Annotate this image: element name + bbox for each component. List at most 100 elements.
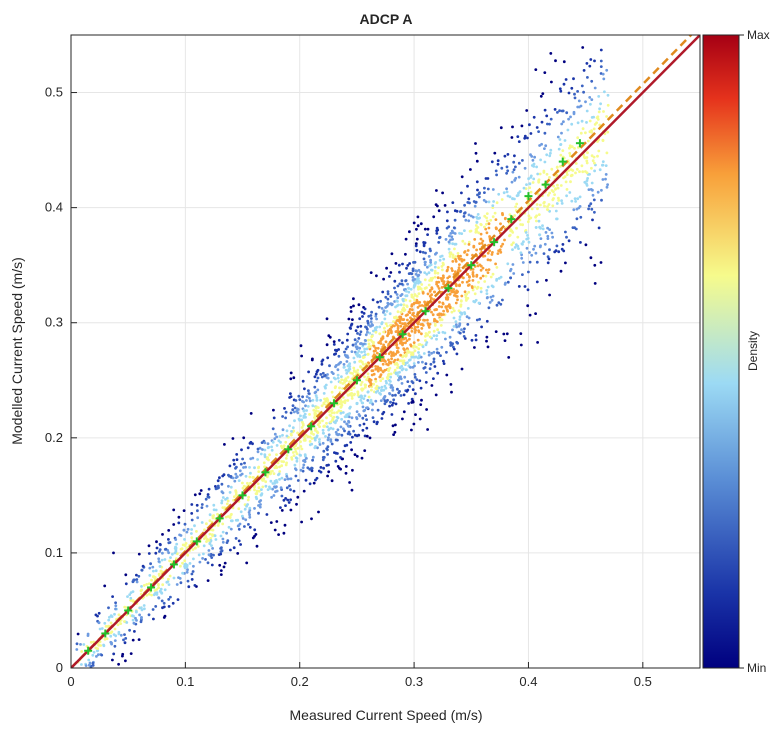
scatter-point [473,292,477,296]
scatter-point [490,253,494,256]
scatter-point [352,304,355,308]
scatter-point [291,404,295,407]
scatter-point [523,166,527,170]
scatter-point [237,527,241,531]
scatter-point [114,604,118,608]
scatter-point [497,192,501,196]
scatter-point [363,353,367,356]
scatter-point [334,451,338,455]
scatter-point [304,415,307,419]
scatter-point [380,307,384,310]
scatter-point [201,557,205,560]
scatter-point [402,347,406,351]
scatter-point [385,266,388,270]
scatter-point [583,180,587,184]
scatter-point [465,280,469,284]
scatter-point [363,307,367,311]
scatter-point [560,131,563,135]
scatter-point [417,277,420,280]
scatter-point [360,380,364,384]
scatter-point [371,342,375,346]
scatter-point [349,305,353,309]
scatter-point [449,343,453,347]
scatter-point [111,595,114,598]
scatter-point [408,308,412,311]
scatter-point [456,298,459,302]
scatter-point [206,561,210,565]
scatter-point [340,433,344,437]
scatter-point [563,139,567,142]
scatter-point [358,317,362,321]
scatter-point [350,488,354,492]
scatter-point [496,162,500,166]
scatter-point [306,466,310,470]
scatter-point [361,342,365,346]
scatter-point [239,543,243,546]
scatter-point [232,462,236,466]
scatter-point [369,271,373,274]
scatter-point [237,539,241,543]
scatter-point [605,151,609,155]
scatter-point [546,237,550,241]
scatter-point [371,408,374,412]
scatter-point [604,164,608,168]
scatter-point [547,257,551,261]
scatter-point [302,489,306,493]
scatter-point [437,280,441,284]
scatter-point [266,488,270,491]
scatter-point [548,228,551,232]
scatter-point [158,565,162,568]
scatter-point [432,215,436,219]
scatter-point [489,295,493,299]
scatter-point [228,474,231,478]
scatter-point [365,426,369,430]
scatter-point [517,285,521,288]
scatter-point [204,535,208,539]
scatter-point [328,413,332,417]
scatter-point [234,493,238,496]
scatter-point [452,347,456,351]
scatter-point [415,298,419,302]
scatter-point [485,231,489,235]
scatter-point [153,589,157,592]
y-tick-label: 0.2 [45,430,63,445]
scatter-point [299,440,302,444]
scatter-point [307,389,310,393]
scatter-point [366,352,370,356]
scatter-point [454,255,458,258]
scatter-point [229,548,232,552]
scatter-point [551,235,554,239]
scatter-point [592,115,595,119]
scatter-point [593,210,596,214]
scatter-point [185,570,189,574]
scatter-point [483,280,487,283]
scatter-point [516,135,520,139]
scatter-point [257,511,260,515]
colorbar-min-label: Min [747,661,766,675]
scatter-point [209,537,213,540]
scatter-point [439,324,443,327]
scatter-point [360,456,364,460]
scatter-point [435,280,439,284]
x-axis-label: Measured Current Speed (m/s) [290,707,483,723]
scatter-point [599,65,603,68]
scatter-point [344,465,348,468]
scatter-point [501,242,505,246]
scatter-point [514,205,517,209]
scatter-point [569,115,572,119]
scatter-point [585,159,589,163]
scatter-point [265,513,269,516]
scatter-point [401,417,404,421]
scatter-point [343,353,347,357]
scatter-point [327,436,330,439]
scatter-point [487,268,491,271]
scatter-point [478,317,481,321]
scatter-point [407,272,411,275]
scatter-point [293,419,296,423]
scatter-point [515,202,519,206]
scatter-point [411,388,415,391]
scatter-point [370,373,374,377]
scatter-point [466,296,470,300]
scatter-point [415,294,419,298]
scatter-point [445,350,448,354]
